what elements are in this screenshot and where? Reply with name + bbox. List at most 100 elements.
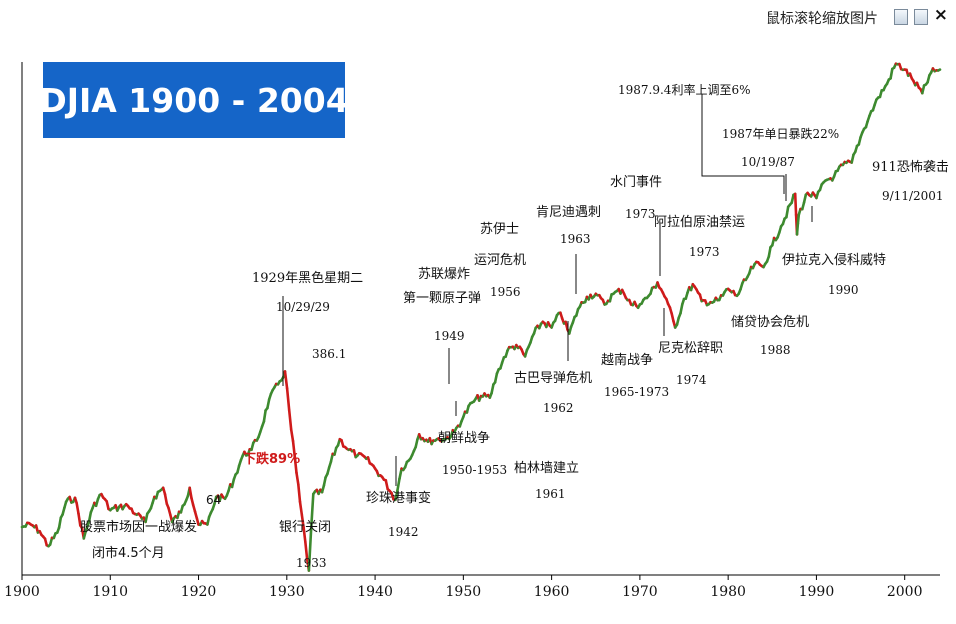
leader-line-1987-rate xyxy=(701,94,785,194)
annotation-date: 10/29/29 xyxy=(276,300,330,314)
annotation-text: 储贷协会危机 xyxy=(731,315,809,330)
series-segment xyxy=(920,84,926,95)
annotation-text: 伊拉克入侵科威特 xyxy=(782,252,886,268)
series-segment xyxy=(396,477,401,492)
title-box xyxy=(43,62,345,138)
series-segment xyxy=(298,500,304,516)
x-tick-label: 1900 xyxy=(4,584,40,600)
series-segment xyxy=(384,478,390,491)
series-segment xyxy=(163,492,169,506)
annotation-date: 1973 xyxy=(625,207,656,221)
series-segment xyxy=(296,482,302,504)
annotation-date: 1942 xyxy=(388,525,419,539)
series-segment xyxy=(564,320,569,331)
print-icon[interactable] xyxy=(914,9,928,25)
series-segment xyxy=(262,409,267,423)
series-segment xyxy=(790,193,795,205)
series-segment xyxy=(188,486,193,500)
x-tick-label: 1920 xyxy=(181,584,217,600)
series-segment xyxy=(287,408,293,432)
annotation-text: 股票市场因一战爆发 xyxy=(80,519,197,535)
annotation-text: 古巴导弹危机 xyxy=(514,371,592,386)
series-segment xyxy=(87,511,93,523)
zoom-hint-text: 鼠标滚轮缩放图片 xyxy=(766,11,878,27)
series-segment xyxy=(793,192,798,217)
series-segment xyxy=(266,397,271,410)
annotation-text: 911恐怖袭击 xyxy=(872,159,949,175)
annotation-text: 闭市4.5个月 xyxy=(92,545,165,561)
annotation-text: 苏伊士 xyxy=(480,221,519,237)
series-segment xyxy=(295,471,300,486)
series-segment xyxy=(889,67,894,80)
series-segment xyxy=(75,501,80,516)
series-segment xyxy=(322,476,327,487)
series-segment xyxy=(285,387,291,412)
annotation-text: 运河危机 xyxy=(474,253,526,268)
annotation-text: 1987年单日暴跌22% xyxy=(722,126,839,141)
close-button[interactable]: × xyxy=(933,5,948,25)
annotation-date: 1961 xyxy=(535,487,566,501)
series-segment xyxy=(398,467,403,481)
series-segment xyxy=(795,222,800,236)
series-segment xyxy=(394,489,399,502)
annotations: 股票市场因一战爆发 闭市4.5个月 64 1929年黑色星期二 10/29/29… xyxy=(80,82,949,570)
annotation-text: 越南战争 xyxy=(601,352,653,368)
series-segment xyxy=(490,383,495,395)
annotation-text: 1929年黑色星期二 xyxy=(252,270,363,286)
series-segment xyxy=(796,213,801,225)
annotation-text: 水门事件 xyxy=(610,175,662,190)
annotation-date: 1962 xyxy=(543,401,574,415)
x-tick-label: 1950 xyxy=(446,584,482,600)
toolbar: 鼠标滚轮缩放图片 × xyxy=(0,0,956,36)
save-icon[interactable] xyxy=(894,9,908,25)
series-segment xyxy=(57,516,63,529)
x-tick-label: 1910 xyxy=(92,584,128,600)
djia-chart: DJIA 1900 - 2004 1900 1910 1920 1930 1940 195… xyxy=(4,62,949,600)
annotation-date: 1950-1953 xyxy=(442,463,507,477)
annotation-date: 1933 xyxy=(296,556,327,570)
series-segment xyxy=(936,68,942,72)
x-tick-label: 1960 xyxy=(534,584,570,600)
chart-title: DJIA 1900 - 2004 xyxy=(39,81,348,120)
annotation-text: 银行关闭 xyxy=(279,520,331,535)
series-segment xyxy=(785,205,790,219)
annotation-date: 9/11/2001 xyxy=(882,189,944,203)
series-segment xyxy=(302,526,307,543)
series-segment xyxy=(309,492,315,532)
x-tick-label: 2000 xyxy=(887,584,923,600)
annotation-date: 1965-1973 xyxy=(604,385,669,399)
x-axis-ticks: 1900 1910 1920 1930 1940 1950 1960 1970 1980 1990… xyxy=(4,575,923,600)
series-segment xyxy=(289,428,295,443)
annotation-text: 苏联爆炸 xyxy=(418,266,470,282)
annotation-date: 1990 xyxy=(828,283,859,297)
annotation-date: 1988 xyxy=(760,343,791,357)
annotation-text: 柏林墙建立 xyxy=(514,461,579,476)
annotation-text: 尼克松辞职 xyxy=(658,341,723,356)
annotation-text: 朝鲜战争 xyxy=(438,431,490,446)
x-tick-label: 1990 xyxy=(799,584,835,600)
annotation-date: 10/19/87 xyxy=(741,155,795,169)
annotation-value: 64 xyxy=(206,493,221,507)
series-segment xyxy=(767,246,772,258)
djia-series xyxy=(20,62,942,572)
annotation-date: 1973 xyxy=(689,245,720,259)
annotation-date: 1974 xyxy=(676,373,707,387)
series-segment xyxy=(679,302,684,315)
series-segment xyxy=(105,499,110,511)
series-segment xyxy=(283,370,289,390)
annotation-date: 1963 xyxy=(560,232,591,246)
annotation-text: 阿拉伯原油禁运 xyxy=(654,215,745,230)
x-tick-label: 1970 xyxy=(622,584,658,600)
annotation-date: 1949 xyxy=(434,329,465,343)
series-segment xyxy=(303,540,309,561)
annotation-value: 386.1 xyxy=(312,347,346,361)
series-segment xyxy=(293,455,298,475)
series-segment xyxy=(291,439,297,459)
annotation-text: 肯尼迪遇刺 xyxy=(536,205,601,220)
x-tick-label: 1940 xyxy=(357,584,393,600)
series-segment xyxy=(850,153,855,164)
leader-lines xyxy=(282,94,813,486)
annotation-text: 珍珠港事变 xyxy=(366,490,431,506)
series-segment xyxy=(493,372,499,384)
x-tick-label: 1980 xyxy=(710,584,746,600)
